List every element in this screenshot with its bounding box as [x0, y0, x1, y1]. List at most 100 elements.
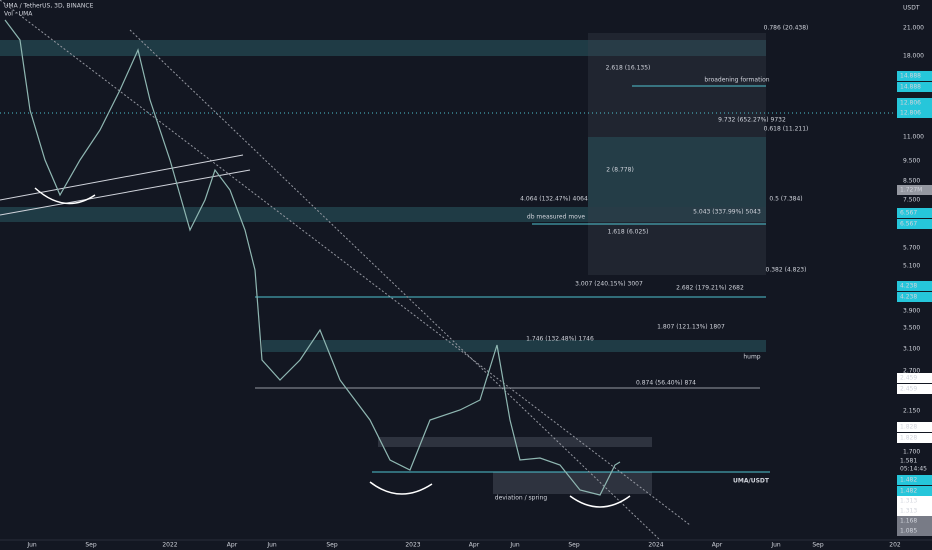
- trend-line: [0, 0, 691, 526]
- price-marker: 1.727M: [900, 187, 922, 194]
- price-marker: 1.482: [900, 477, 917, 484]
- price-marker-bg: [897, 373, 932, 383]
- price-marker: 1.313: [900, 508, 917, 515]
- price-label: 5.100: [903, 263, 920, 270]
- annotation: 0.786 (20.438): [764, 25, 809, 32]
- price-label: 5.700: [903, 245, 920, 252]
- price-label: 3.100: [903, 346, 920, 353]
- price-marker: 1.482: [900, 488, 917, 495]
- price-marker-bg: [897, 71, 932, 81]
- price-label: 3.500: [903, 325, 920, 332]
- time-label: Sep: [85, 542, 97, 549]
- annotation: db measured move: [527, 214, 585, 221]
- time-label: Jun: [770, 542, 781, 549]
- trend-line: [0, 169, 251, 216]
- time-label: Jun: [26, 542, 37, 549]
- range-box: [493, 472, 652, 494]
- price-marker: 6.567: [900, 210, 917, 217]
- price-label: 7.500: [903, 197, 920, 204]
- price-marker: 1.085: [900, 528, 917, 535]
- time-label: Sep: [812, 542, 824, 549]
- annotation: 1.618 (6.025): [608, 229, 649, 236]
- price-marker: 1.828: [900, 424, 917, 431]
- price-marker: 4.238: [900, 294, 917, 301]
- price-marker: 1.168: [900, 518, 917, 525]
- annotation: 0.874 (56.40%) 874: [636, 380, 696, 387]
- price-marker-bg: [897, 82, 932, 92]
- price-marker: 14.888: [900, 84, 921, 91]
- time-label: 2023: [405, 542, 420, 549]
- price-marker-bg: [897, 281, 932, 291]
- price-marker: 1.313: [900, 498, 917, 505]
- price-label: 21.000: [903, 25, 924, 32]
- price-marker-bg: [897, 486, 932, 496]
- price-marker: 2.459: [900, 375, 917, 382]
- annotation: 1.746 (132.48%) 1746: [526, 336, 594, 343]
- price-unit: USDT: [903, 5, 920, 12]
- price-marker-bg: [897, 456, 932, 466]
- price-marker-bg: [897, 208, 932, 218]
- time-label: Jun: [509, 542, 520, 549]
- price-marker-bg: [897, 464, 932, 474]
- zone: [0, 40, 766, 56]
- price-path: [4, 19, 621, 496]
- price-marker-bg: [897, 185, 932, 195]
- zone: [0, 207, 766, 222]
- price-label: 8.500: [903, 178, 920, 185]
- price-marker: 05:14:45: [900, 466, 927, 473]
- annotation: 2.682 (179.21%) 2682: [676, 285, 744, 292]
- time-label: 2022: [162, 542, 177, 549]
- time-label: Sep: [326, 542, 338, 549]
- annotation: 2.618 (16.135): [606, 65, 651, 72]
- arc: [569, 495, 631, 508]
- price-label: 3.900: [903, 308, 920, 315]
- price-label: 11.000: [903, 134, 924, 141]
- annotation: 3.007 (240.15%) 3007: [575, 281, 643, 288]
- arc: [369, 481, 433, 495]
- price-marker: 12.806: [900, 100, 921, 107]
- price-marker-bg: [897, 496, 932, 506]
- price-marker-bg: [897, 292, 932, 302]
- price-marker-bg: [897, 384, 932, 394]
- annotation: 0.618 (11.211): [764, 126, 809, 133]
- annotation: 5.043 (337.99%) 5043: [693, 209, 761, 216]
- price-label: 9.500: [903, 158, 920, 165]
- price-marker: 1.581: [900, 458, 917, 465]
- price-marker-bg: [897, 475, 932, 485]
- time-label: 2024: [648, 542, 663, 549]
- time-label: Jun: [266, 542, 277, 549]
- price-marker-bg: [897, 98, 932, 108]
- price-marker-bg: [897, 219, 932, 229]
- price-label: 2.150: [903, 408, 920, 415]
- fib-box: [588, 33, 766, 275]
- indicator: Vol · UMA: [4, 11, 33, 18]
- arc: [34, 187, 96, 205]
- annotation: 4.064 (132.47%) 4064: [520, 196, 588, 203]
- time-label: 202: [889, 542, 901, 549]
- price-label: 18.000: [903, 53, 924, 60]
- price-label: 2.700: [903, 368, 920, 375]
- price-marker-bg: [897, 108, 932, 118]
- price-marker-bg: [897, 526, 932, 536]
- time-label: Apr: [712, 542, 723, 549]
- price-marker-bg: [897, 516, 932, 526]
- annotation: UMA/USDT: [733, 478, 770, 485]
- time-label: Sep: [568, 542, 580, 549]
- price-marker: 6.567: [900, 221, 917, 228]
- time-label: Apr: [469, 542, 480, 549]
- time-label: Apr: [227, 542, 238, 549]
- annotation: 9.732 (652.27%) 9732: [718, 117, 786, 124]
- annotation: 1.807 (121.13%) 1807: [657, 324, 725, 331]
- price-marker-bg: [897, 506, 932, 516]
- trend-line: [129, 29, 661, 541]
- annotation: deviation / spring: [495, 495, 548, 502]
- price-marker: 12.806: [900, 110, 921, 117]
- price-label: 1.700: [903, 449, 920, 456]
- lines: [0, 0, 895, 541]
- annotation: 2 (8.778): [606, 167, 634, 174]
- fib-zone: [588, 137, 766, 207]
- price-marker: 2.459: [900, 386, 917, 393]
- annotation: hump: [743, 354, 760, 361]
